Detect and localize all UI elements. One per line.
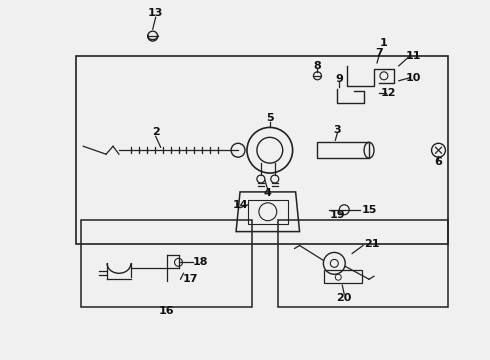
Text: 2: 2 [152,127,160,138]
Text: 21: 21 [364,239,380,248]
Text: 7: 7 [375,48,383,58]
Bar [278,220,448,307]
Text: 17: 17 [183,274,198,284]
Text: 8: 8 [314,61,321,71]
Text: 12: 12 [381,88,396,98]
Text: 5: 5 [266,113,273,123]
Text: 9: 9 [335,74,343,84]
Text: 11: 11 [406,51,421,61]
Text: 13: 13 [148,8,163,18]
Text: 18: 18 [193,257,208,267]
Text: 10: 10 [406,73,421,83]
Text: 19: 19 [329,210,345,220]
Bar [76,56,448,244]
Bar [81,220,252,307]
Bar [248,200,288,224]
Text: 4: 4 [264,188,272,198]
Text: 20: 20 [337,293,352,303]
Text: 14: 14 [232,200,248,210]
Text: 3: 3 [334,125,341,135]
Text: 1: 1 [380,38,388,48]
Text: 16: 16 [159,306,174,316]
Bar [318,142,369,158]
Text: 6: 6 [435,157,442,167]
Bar [324,270,362,283]
Text: 15: 15 [361,205,377,215]
